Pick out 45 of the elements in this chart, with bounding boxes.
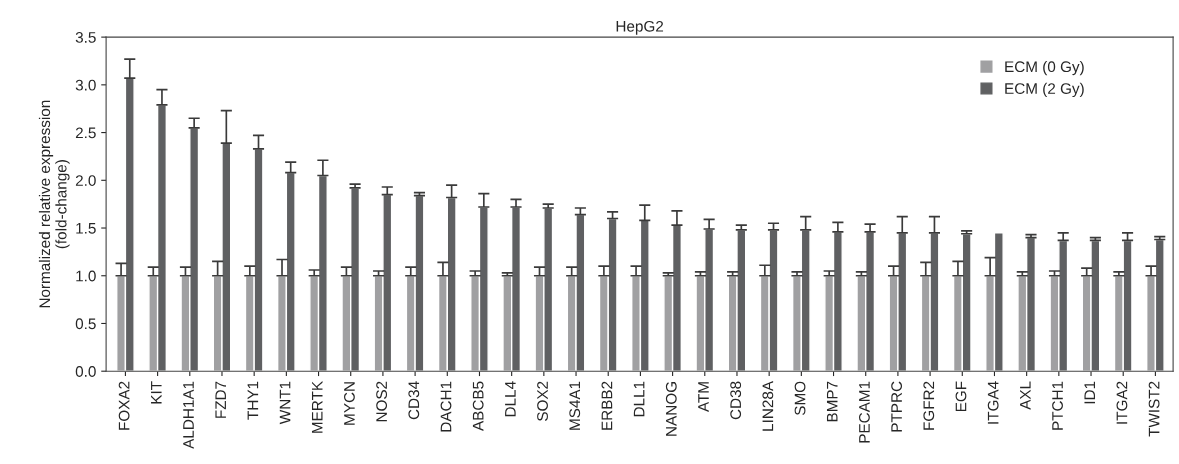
x-tick-label: EGF bbox=[955, 381, 967, 412]
y-tick-label: 3.5 bbox=[75, 31, 96, 43]
chart-title: HepG2 bbox=[616, 20, 664, 35]
x-tick-label: CD34 bbox=[408, 381, 420, 420]
x-tick-label: ITGA2 bbox=[1116, 381, 1128, 424]
y-tick-label: 0.5 bbox=[75, 318, 96, 330]
x-tick-label: SOX2 bbox=[537, 381, 548, 421]
y-tick-label: 2.5 bbox=[75, 127, 96, 139]
x-tick-label: SMO bbox=[794, 381, 806, 416]
x-tick-label: ERBB2 bbox=[601, 381, 613, 430]
y-tick-label: 1.0 bbox=[76, 270, 96, 282]
x-tick-label: ID1 bbox=[1084, 381, 1095, 404]
x-tick-label: KIT bbox=[151, 381, 162, 404]
x-tick-label: NANOG bbox=[665, 382, 677, 436]
x-tick-label: CD38 bbox=[730, 381, 742, 420]
x-tick-label: BMP7 bbox=[826, 381, 838, 422]
y-tick-label: 0.0 bbox=[75, 366, 96, 377]
x-tick-label: LIN28A bbox=[762, 380, 774, 431]
x-tick-label: NOS2 bbox=[376, 381, 388, 422]
x-tick-label: ABCB5 bbox=[472, 381, 484, 431]
y-tick-label: 1.5 bbox=[76, 223, 96, 234]
x-tick-label: FGFR2 bbox=[923, 381, 935, 430]
x-tick-label: WNT1 bbox=[279, 381, 291, 425]
x-tick-label: PECAM1 bbox=[859, 381, 870, 443]
x-tick-label: TWIST2 bbox=[1148, 381, 1160, 437]
y-tick-label: 2.0 bbox=[75, 175, 96, 186]
x-tick-label: DLL1 bbox=[633, 381, 645, 417]
legend-label: ECM (2 Gy) bbox=[1005, 82, 1084, 98]
x-tick-label: PTCH1 bbox=[1052, 381, 1063, 430]
x-tick-label: ALDH1A1 bbox=[183, 381, 194, 449]
x-tick-label: PTPRC bbox=[891, 381, 903, 432]
x-tick-label: MERTK bbox=[311, 381, 323, 433]
x-tick-label: ITGA4 bbox=[987, 381, 999, 424]
x-tick-label: FZD7 bbox=[215, 381, 226, 418]
y-axis-title: Normalized relative expression (fold-change) bbox=[38, 100, 70, 308]
x-tick-label: ATM bbox=[698, 382, 709, 413]
legend-label: ECM (0 Gy) bbox=[1005, 60, 1084, 76]
x-tick-label: MS4A1 bbox=[569, 381, 581, 430]
x-tick-label: FOXA2 bbox=[118, 381, 130, 430]
x-tick-label: AXL bbox=[1020, 381, 1031, 410]
x-tick-label: MYCN bbox=[344, 382, 355, 425]
x-tick-label: THY1 bbox=[247, 381, 259, 420]
y-tick-label: 3.0 bbox=[75, 79, 96, 91]
x-tick-label: DLL4 bbox=[505, 381, 516, 417]
x-tick-label: DACH1 bbox=[440, 381, 452, 432]
